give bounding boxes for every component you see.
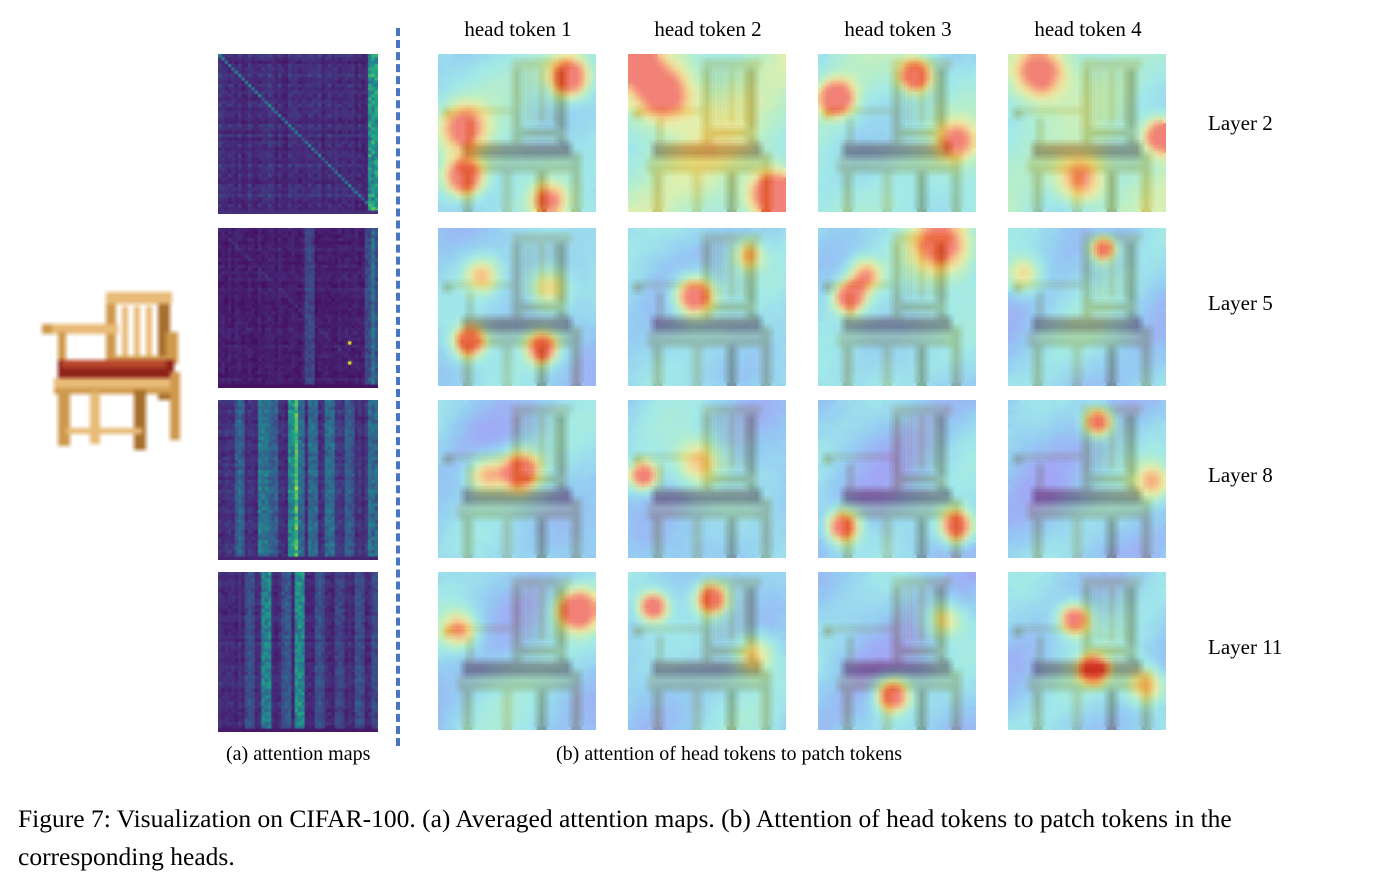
head-attention-layer-2-head-token-2 bbox=[628, 54, 786, 212]
head-attention-layer-8-head-token-3 bbox=[818, 400, 976, 558]
head-attention-layer-5-head-token-3 bbox=[818, 228, 976, 386]
column-header-head-token-1: head token 1 bbox=[464, 17, 572, 41]
column-header-head-token-2: head token 2 bbox=[654, 17, 762, 41]
attention-map-layer-5 bbox=[218, 228, 378, 388]
head-attention-layer-8-head-token-2 bbox=[628, 400, 786, 558]
column-header-head-token-4: head token 4 bbox=[1034, 17, 1142, 41]
column-header-head-token-3: head token 3 bbox=[844, 17, 952, 41]
head-attention-layer-5-head-token-1 bbox=[438, 228, 596, 386]
row-label-layer-8: Layer 8 bbox=[1208, 463, 1273, 487]
head-attention-layer-8-head-token-4 bbox=[1008, 400, 1166, 558]
head-attention-layer-5-head-token-2 bbox=[628, 228, 786, 386]
head-attention-layer-2-head-token-3 bbox=[818, 54, 976, 212]
figure-caption: Figure 7: Visualization on CIFAR-100. (a… bbox=[18, 804, 1232, 871]
panel-divider bbox=[396, 28, 400, 746]
head-attention-layer-11-head-token-3 bbox=[818, 572, 976, 730]
head-attention-layer-5-head-token-4 bbox=[1008, 228, 1166, 386]
head-attention-layer-11-head-token-2 bbox=[628, 572, 786, 730]
row-label-layer-11: Layer 11 bbox=[1208, 635, 1283, 659]
source-image-chair bbox=[18, 252, 204, 460]
attention-map-layer-8 bbox=[218, 400, 378, 560]
head-attention-layer-11-head-token-4 bbox=[1008, 572, 1166, 730]
row-label-layer-5: Layer 5 bbox=[1208, 291, 1273, 315]
head-attention-layer-11-head-token-1 bbox=[438, 572, 596, 730]
subcaption-a: (a) attention maps bbox=[226, 743, 371, 765]
subcaption-b: (b) attention of head tokens to patch to… bbox=[556, 743, 903, 765]
head-attention-layer-2-head-token-1 bbox=[438, 54, 596, 212]
figure-panel: head token 1 head token 2 head token 3 h… bbox=[18, 17, 1283, 765]
head-attention-layer-8-head-token-1 bbox=[438, 400, 596, 558]
attention-map-layer-11 bbox=[218, 572, 378, 732]
attention-map-layer-2 bbox=[218, 54, 378, 214]
row-label-layer-2: Layer 2 bbox=[1208, 111, 1273, 135]
head-attention-layer-2-head-token-4 bbox=[1008, 54, 1166, 212]
